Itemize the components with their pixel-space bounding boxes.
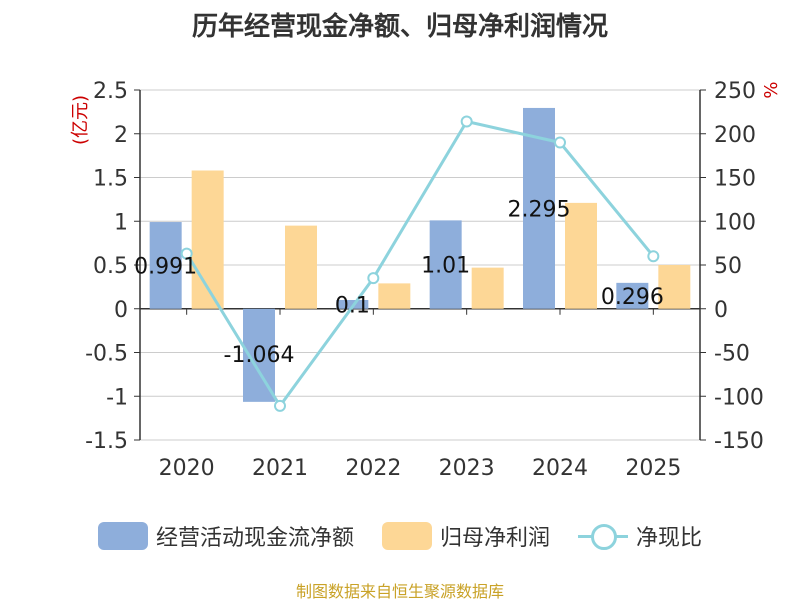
x-tick-label: 2023 bbox=[439, 456, 495, 481]
y-left-tick-label: -1.5 bbox=[85, 429, 128, 454]
y-left-tick-label: 0.5 bbox=[93, 254, 128, 279]
bar-cash-flow bbox=[429, 220, 462, 309]
x-tick-label: 2022 bbox=[345, 456, 401, 481]
x-tick-label: 2021 bbox=[252, 456, 308, 481]
y-left-tick-label: 2.5 bbox=[93, 79, 128, 104]
legend-swatch-cash-flow bbox=[97, 522, 148, 550]
ratio-point bbox=[460, 115, 473, 128]
y-right-tick-label: 250 bbox=[714, 79, 756, 104]
ratio-point bbox=[367, 272, 380, 285]
legend-swatch-ratio bbox=[578, 522, 628, 550]
bar-net-profit bbox=[565, 202, 597, 309]
legend: 经营活动现金流净额 归母净利润 净现比 bbox=[0, 516, 800, 556]
legend-label-net-profit: 归母净利润 bbox=[439, 526, 550, 551]
y-right-tick-label: 200 bbox=[714, 123, 756, 148]
y-left-unit-label: (亿元) bbox=[70, 95, 91, 145]
y-right-tick-label: 100 bbox=[714, 210, 756, 235]
y-right-tick-label: -150 bbox=[714, 429, 764, 454]
data-label-cash-flow: 1.01 bbox=[421, 254, 470, 279]
legend-label-ratio: 净现比 bbox=[636, 526, 703, 551]
bar-net-profit bbox=[285, 225, 317, 309]
y-left-tick-label: 1.5 bbox=[93, 167, 128, 192]
bar-net-profit bbox=[378, 283, 411, 309]
data-label-cash-flow: -1.064 bbox=[224, 343, 295, 368]
bar-cash-flow bbox=[149, 222, 182, 309]
data-label-cash-flow: 0.296 bbox=[601, 285, 664, 310]
ratio-point bbox=[554, 136, 566, 149]
legend-label-cash-flow: 经营活动现金流净额 bbox=[155, 526, 354, 551]
y-left-tick-label: -1 bbox=[106, 385, 128, 410]
ratio-line bbox=[185, 119, 655, 409]
data-label-cash-flow: 2.295 bbox=[508, 197, 571, 222]
y-right-tick-label: 0 bbox=[714, 298, 728, 323]
ratio-point bbox=[647, 250, 660, 263]
y-right-tick-label: -100 bbox=[714, 385, 764, 410]
y-right-tick-label: 50 bbox=[714, 254, 742, 279]
bar-cash-flow bbox=[616, 282, 649, 309]
ratio-point bbox=[180, 247, 193, 260]
legend-item-net-profit[interactable]: 归母净利润 bbox=[381, 520, 550, 552]
x-tick-label: 2024 bbox=[532, 456, 588, 481]
ratio-point bbox=[274, 399, 286, 412]
data-label-cash-flow: 0.991 bbox=[134, 254, 197, 279]
y-right-unit-label: % bbox=[761, 81, 782, 98]
y-left-tick-label: -0.5 bbox=[85, 342, 128, 367]
y-left-tick-label: 2 bbox=[114, 123, 128, 148]
source-note: 制图数据来自恒生聚源数据库 bbox=[295, 582, 504, 601]
legend-item-cash-flow[interactable]: 经营活动现金流净额 bbox=[97, 520, 354, 552]
y-left-tick-label: 1 bbox=[114, 210, 128, 235]
legend-swatch-net-profit bbox=[381, 522, 432, 550]
legend-item-ratio[interactable]: 净现比 bbox=[578, 520, 702, 552]
y-right-tick-label: -50 bbox=[714, 342, 750, 367]
bar-net-profit bbox=[658, 265, 691, 309]
chart-title: 历年经营现金净额、归母净利润情况 bbox=[191, 12, 608, 42]
y-left-tick-label: 0 bbox=[114, 298, 128, 323]
data-label-cash-flow: 0.1 bbox=[335, 293, 370, 318]
y-right-tick-label: 150 bbox=[714, 167, 756, 192]
x-tick-label: 2020 bbox=[159, 456, 215, 481]
x-tick-label: 2025 bbox=[625, 456, 681, 481]
bar-net-profit bbox=[471, 267, 504, 309]
